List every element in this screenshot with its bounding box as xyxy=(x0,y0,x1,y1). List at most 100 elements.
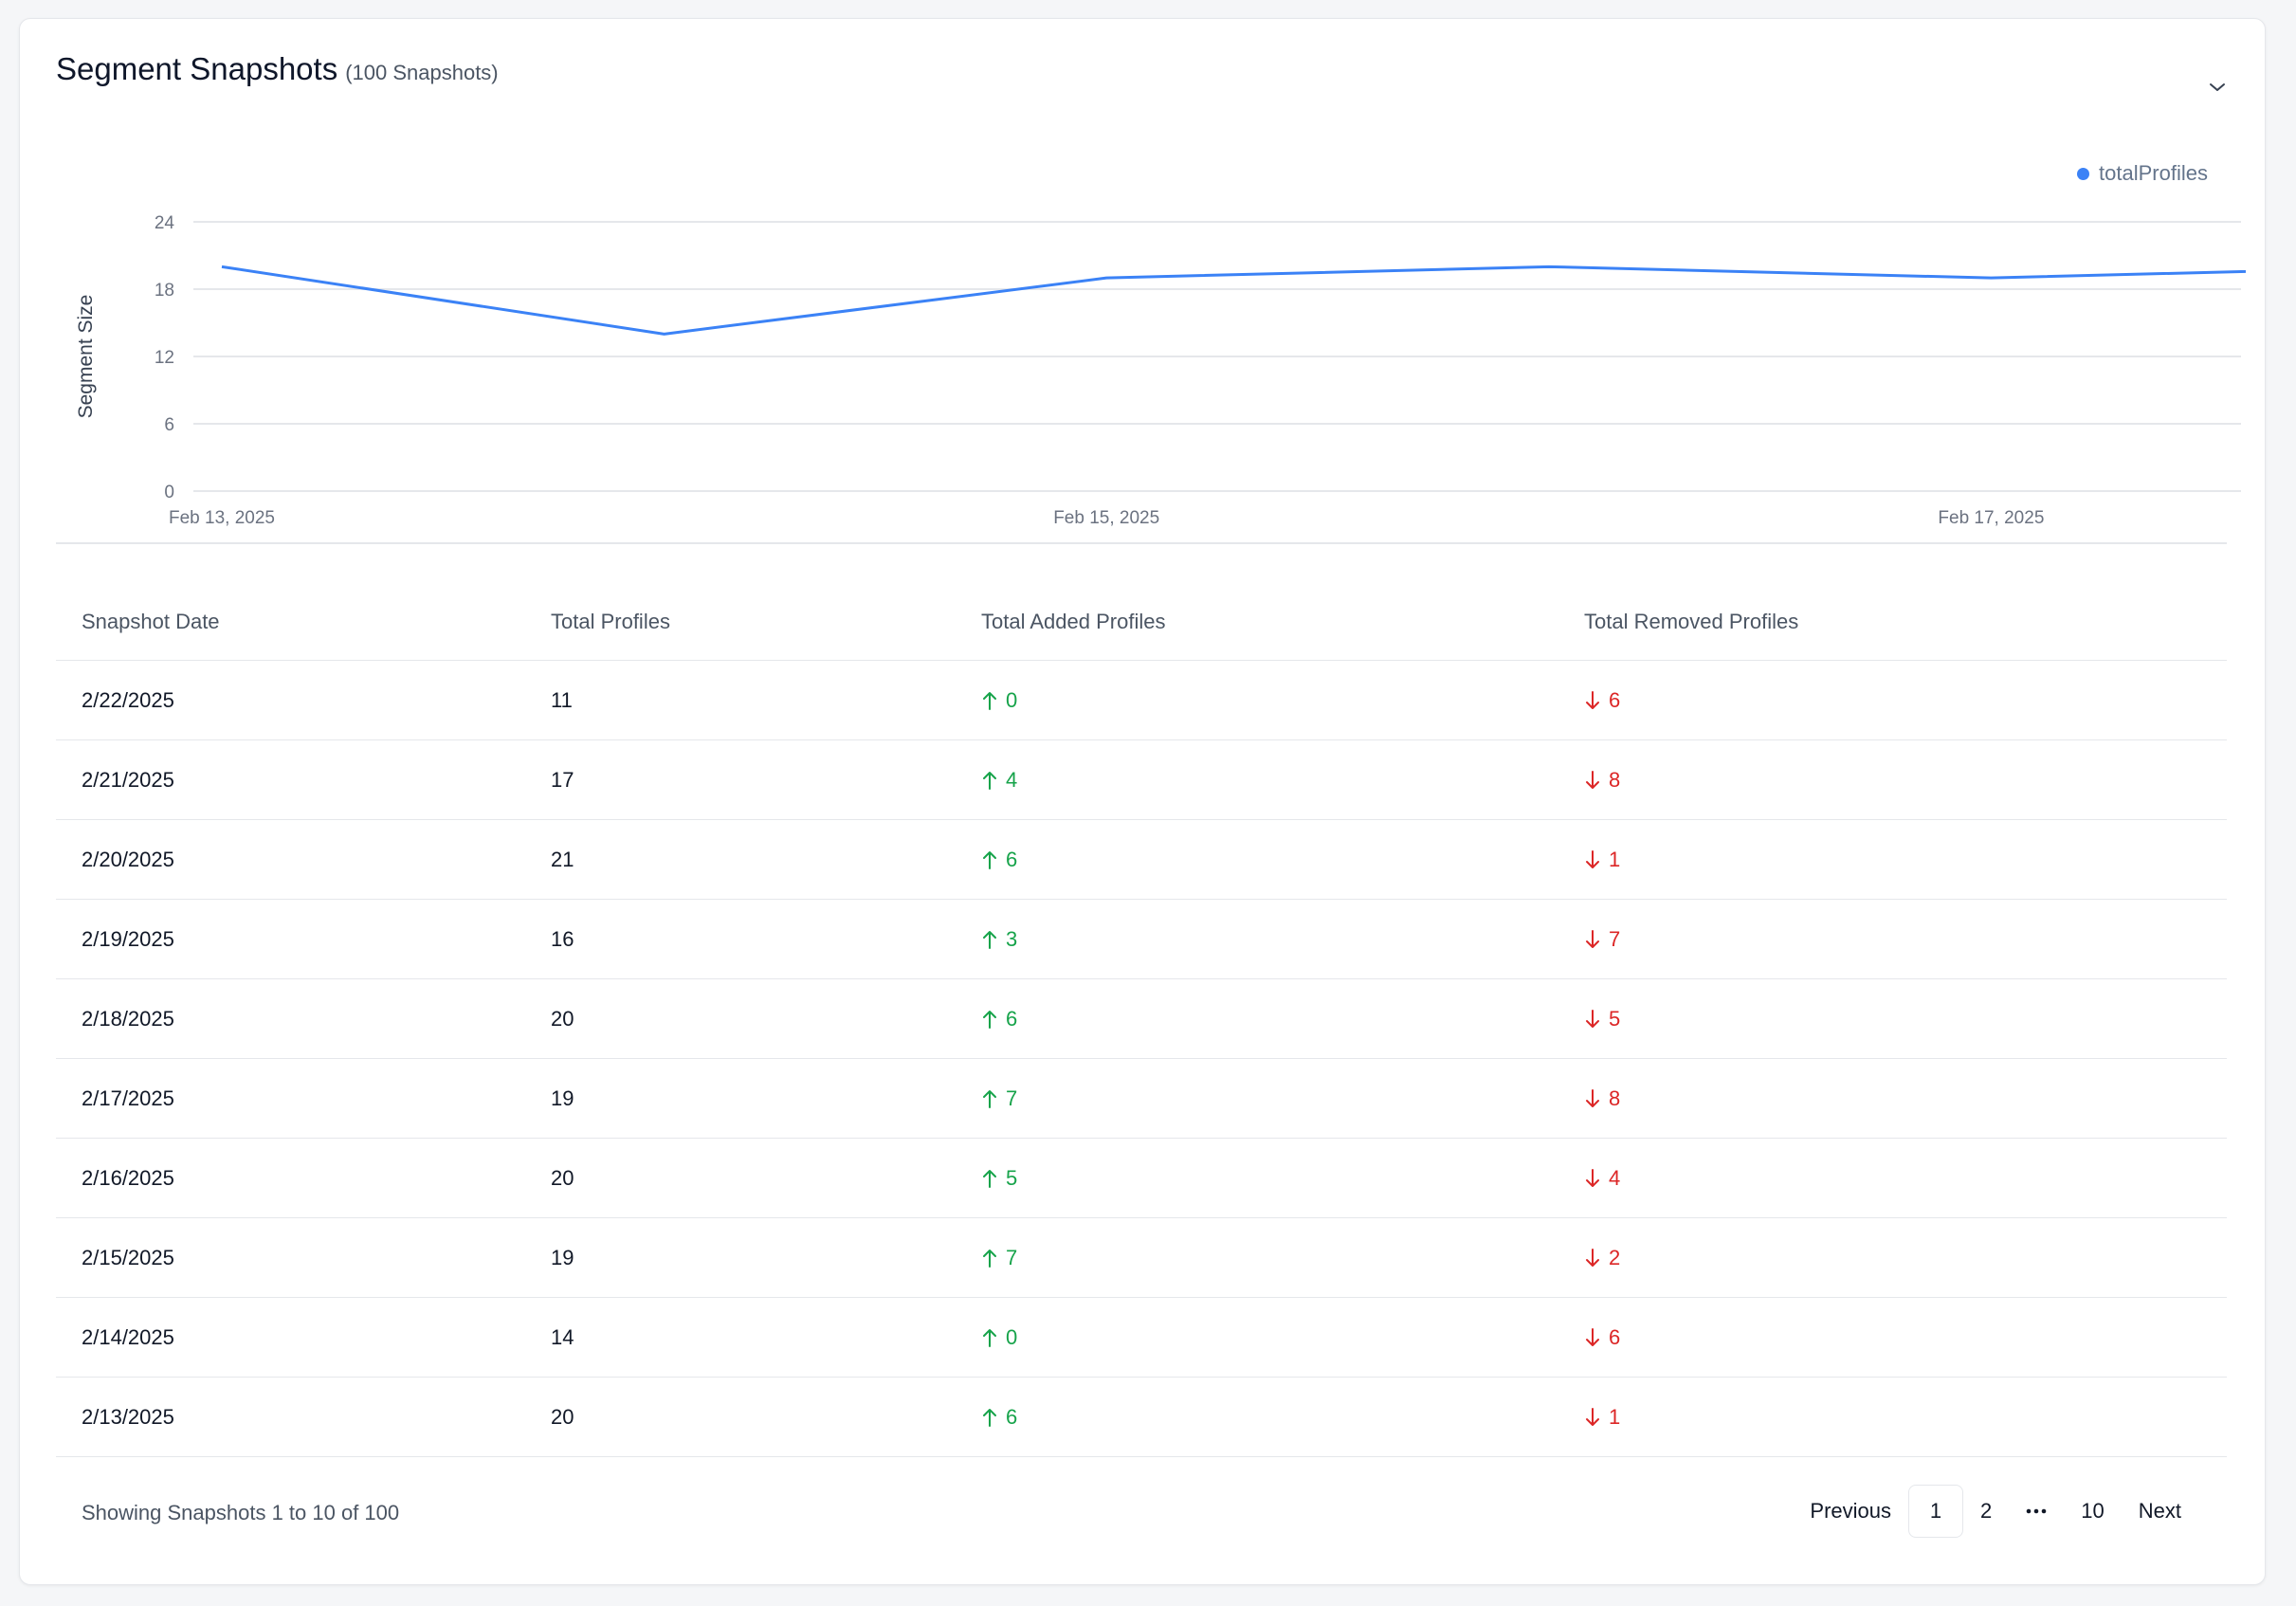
arrow-up-icon xyxy=(983,1249,996,1268)
cell-total: 20 xyxy=(551,1404,574,1429)
arrow-down-icon xyxy=(1586,1327,1599,1346)
cell-date: 2/13/2025 xyxy=(82,1404,174,1429)
arrow-down-icon xyxy=(1586,770,1599,789)
arrow-up-icon xyxy=(983,691,996,710)
arrow-down-icon xyxy=(1586,690,1599,709)
next-button[interactable]: Next xyxy=(2138,1499,2181,1523)
y-tick-label: 24 xyxy=(155,213,175,233)
cell-total: 19 xyxy=(551,1245,574,1269)
chevron-down-icon xyxy=(2210,83,2225,91)
cell-added: 0 xyxy=(956,1325,1558,1350)
cell-added: 6 xyxy=(956,1405,1558,1430)
table-row: 2/21/2025 17 4 8 xyxy=(56,740,2227,820)
arrow-down-icon xyxy=(1586,849,1599,868)
cell-removed: 8 xyxy=(1558,768,2227,793)
added-value: 5 xyxy=(1006,1165,1018,1190)
cell-total: 16 xyxy=(551,926,574,951)
removed-value: 2 xyxy=(1609,1245,1621,1269)
page-2-button[interactable]: 2 xyxy=(1980,1499,1993,1523)
cell-date: 2/20/2025 xyxy=(82,847,174,871)
cell-removed: 5 xyxy=(1558,1007,2227,1031)
cell-total: 21 xyxy=(551,847,574,871)
arrow-up-icon xyxy=(983,1328,996,1347)
arrow-up-icon xyxy=(983,930,996,949)
removed-value: 8 xyxy=(1609,767,1621,792)
removed-value: 7 xyxy=(1609,926,1621,951)
cell-removed: 1 xyxy=(1558,848,2227,872)
added-value: 7 xyxy=(1006,1245,1018,1269)
header-total-added: Total Added Profiles xyxy=(981,610,1166,633)
ellipsis-icon xyxy=(2009,1485,2064,1538)
added-value: 6 xyxy=(1006,847,1018,871)
added-value: 0 xyxy=(1006,1324,1018,1349)
arrow-up-icon xyxy=(983,1010,996,1029)
cell-total: 14 xyxy=(551,1324,574,1349)
removed-value: 1 xyxy=(1609,847,1621,871)
arrow-down-icon xyxy=(1586,929,1599,948)
arrow-down-icon xyxy=(1586,1248,1599,1267)
removed-value: 1 xyxy=(1609,1404,1621,1429)
cell-date: 2/17/2025 xyxy=(82,1086,174,1110)
cell-date: 2/16/2025 xyxy=(82,1165,174,1190)
table-row: 2/16/2025 20 5 4 xyxy=(56,1139,2227,1218)
x-tick-label: Feb 17, 2025 xyxy=(1938,508,2044,528)
cell-added: 7 xyxy=(956,1086,1558,1111)
added-value: 0 xyxy=(1006,687,1018,712)
table-row: 2/17/2025 19 7 8 xyxy=(56,1059,2227,1139)
y-tick-label: 18 xyxy=(155,281,174,301)
arrow-down-icon xyxy=(1586,1168,1599,1187)
series-line xyxy=(221,265,2246,336)
card-header: Segment Snapshots (100 Snapshots) xyxy=(56,51,499,87)
cell-removed: 2 xyxy=(1558,1246,2227,1270)
table-row: 2/14/2025 14 0 6 xyxy=(56,1298,2227,1378)
page-10-button[interactable]: 10 xyxy=(2081,1499,2105,1523)
added-value: 4 xyxy=(1006,767,1018,792)
cell-added: 0 xyxy=(956,688,1558,713)
page-1-button[interactable]: 1 xyxy=(1908,1485,1964,1538)
y-axis-label: Segment Size xyxy=(75,295,97,419)
segment-snapshots-card: Segment Snapshots (100 Snapshots) totalP… xyxy=(19,18,2266,1585)
collapse-button[interactable] xyxy=(2206,76,2229,99)
cell-added: 3 xyxy=(956,927,1558,952)
arrow-down-icon xyxy=(1586,1407,1599,1426)
cell-removed: 6 xyxy=(1558,688,2227,713)
cell-removed: 1 xyxy=(1558,1405,2227,1430)
added-value: 6 xyxy=(1006,1006,1018,1031)
cell-date: 2/15/2025 xyxy=(82,1245,174,1269)
cell-added: 4 xyxy=(956,768,1558,793)
pagination: Previous 1 2 10 Next xyxy=(1793,1485,2198,1538)
chart-legend: totalProfiles xyxy=(2077,161,2208,186)
cell-date: 2/21/2025 xyxy=(82,767,174,792)
arrow-up-icon xyxy=(983,1408,996,1427)
card-title: Segment Snapshots xyxy=(56,51,338,86)
cell-added: 6 xyxy=(956,848,1558,872)
removed-value: 6 xyxy=(1609,1324,1621,1349)
removed-value: 5 xyxy=(1609,1006,1621,1031)
x-tick-label: Feb 13, 2025 xyxy=(169,508,275,528)
arrow-down-icon xyxy=(1586,1088,1599,1107)
legend-label: totalProfiles xyxy=(2099,161,2208,185)
arrow-up-icon xyxy=(983,850,996,869)
arrow-down-icon xyxy=(1586,1009,1599,1028)
arrow-up-icon xyxy=(983,771,996,790)
snapshot-count: (100 Snapshots) xyxy=(345,61,499,84)
table-row: 2/22/2025 11 0 6 xyxy=(56,661,2227,740)
cell-added: 7 xyxy=(956,1246,1558,1270)
cell-date: 2/18/2025 xyxy=(82,1006,174,1031)
previous-button[interactable]: Previous xyxy=(1810,1499,1892,1523)
cell-removed: 8 xyxy=(1558,1086,2227,1111)
table-row: 2/18/2025 20 6 5 xyxy=(56,979,2227,1059)
segment-size-chart: 0 6 12 18 24 Feb 13, 2025 Feb 15, 2025 Feb 17, … xyxy=(75,213,2246,528)
cell-date: 2/22/2025 xyxy=(82,687,174,712)
table-body: 2/22/2025 11 0 6 2/21/2025 17 4 8 2/20/2… xyxy=(56,661,2227,1457)
added-value: 7 xyxy=(1006,1086,1018,1110)
cell-total: 20 xyxy=(551,1165,574,1190)
legend-swatch xyxy=(2077,167,2090,180)
arrow-up-icon xyxy=(983,1089,996,1108)
y-tick-label: 12 xyxy=(155,348,174,368)
table-row: 2/20/2025 21 6 1 xyxy=(56,820,2227,900)
y-tick-label: 0 xyxy=(164,483,174,502)
arrow-up-icon xyxy=(983,1169,996,1188)
table-row: 2/19/2025 16 3 7 xyxy=(56,900,2227,979)
cell-date: 2/14/2025 xyxy=(82,1324,174,1349)
